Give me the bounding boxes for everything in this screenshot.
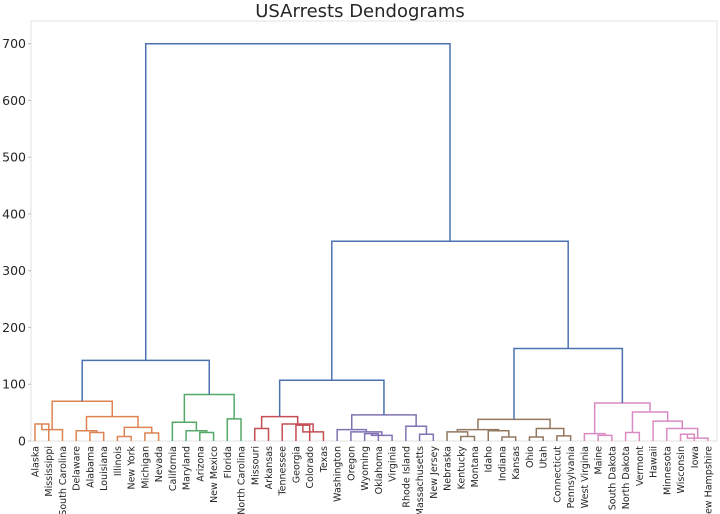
y-tick-label: 400 <box>2 206 26 221</box>
y-tick-label: 600 <box>2 93 26 108</box>
leaf-label: Texas <box>319 446 330 473</box>
dendrogram-link-brown <box>487 430 510 441</box>
leaf-label: Vermont <box>635 446 646 486</box>
leaf-label: Oklahoma <box>374 446 385 494</box>
dendrogram-link-red <box>254 427 270 441</box>
leaf-label: Hawaii <box>649 446 660 478</box>
dendrogram-link-brown <box>446 431 469 441</box>
leaf-label: Delaware <box>72 446 83 491</box>
dendrogram-link-green <box>226 418 242 441</box>
y-tick-label: 100 <box>2 377 26 392</box>
leaf-label: Indiana <box>497 446 508 481</box>
dendrogram-link-red <box>302 425 325 441</box>
leaf-label: New Mexico <box>209 446 220 503</box>
leaf-label: Illinois <box>113 446 124 476</box>
leaf-label: New Jersey <box>429 446 440 499</box>
leaf-label: Alaska <box>31 446 42 477</box>
leaf-label: Tennessee <box>278 446 289 497</box>
leaf-label: New Hampshire <box>704 446 715 514</box>
dendrogram-link-red <box>295 424 311 441</box>
leaf-label: Alabama <box>85 446 96 488</box>
leaf-label: Idaho <box>484 446 495 473</box>
leaf-label: Arkansas <box>264 446 275 489</box>
leaf-label: South Dakota <box>607 446 618 510</box>
leaf-label: Louisiana <box>99 446 110 491</box>
dendrogram-link-red <box>281 423 314 441</box>
leaf-label: Oregon <box>346 446 357 481</box>
leaf-label: Massachusetts <box>415 446 426 514</box>
dendrogram-link-pink <box>583 432 606 441</box>
leaf-label: Kentucky <box>456 446 467 490</box>
leaf-label: West Virginia <box>580 446 591 508</box>
dendrogram-link-orange <box>75 430 98 441</box>
leaf-label: Wyoming <box>360 446 371 491</box>
dendrogram-link-brown <box>456 428 500 432</box>
leaf-label: North Carolina <box>237 446 248 514</box>
leaf-label: Mississippi <box>44 446 55 497</box>
leaf-label: Georgia <box>291 446 302 483</box>
leaf-label: Florida <box>223 446 234 478</box>
leaf-label: Utah <box>539 446 550 469</box>
leaf-label: Rhode Island <box>401 446 412 508</box>
y-tick-label: 300 <box>2 263 26 278</box>
y-tick-label: 700 <box>2 36 26 51</box>
leaf-label: Virginia <box>388 446 399 482</box>
leaf-label: South Carolina <box>58 446 69 514</box>
leaf-label: Nevada <box>154 446 165 482</box>
leaf-label: New York <box>127 446 138 490</box>
leaf-label: Pennsylvania <box>566 446 577 508</box>
y-tick-label: 0 <box>18 434 26 449</box>
dendrogram-link-purple <box>351 414 417 430</box>
dendrogram-link-purple <box>350 431 383 441</box>
dendrogram-link-green <box>185 430 208 441</box>
dendrogram-link-brown <box>535 427 565 438</box>
dendrogram-link-pink <box>593 402 651 434</box>
dendrogram-link-orange <box>41 423 64 441</box>
leaf-label: Minnesota <box>662 446 673 495</box>
y-axis: 0 100 200 300 400 500 600 700 <box>2 36 31 449</box>
leaf-label: Colorado <box>305 446 316 489</box>
leaf-label: Wisconsin <box>676 446 687 493</box>
leaf-labels: Alaska Mississippi South Carolina Delaware A… <box>31 446 715 514</box>
leaf-label: Iowa <box>690 446 701 468</box>
leaf-label: Kansas <box>511 446 522 480</box>
dendrogram-link-pink <box>666 427 699 441</box>
leaf-label: Missouri <box>250 446 261 485</box>
leaf-label: Maryland <box>182 446 193 490</box>
dendrogram-link-orange <box>85 415 139 431</box>
leaf-label: Arizona <box>195 446 206 482</box>
leaf-label: Michigan <box>140 446 151 489</box>
plot-area-frame <box>30 20 718 442</box>
dendrogram-link-above_threshold <box>144 42 451 361</box>
leaf-label: Connecticut <box>552 446 563 503</box>
leaf-label: Washington <box>333 446 344 502</box>
leaf-label: Montana <box>470 446 481 487</box>
leaf-label: North Dakota <box>621 446 632 509</box>
leaf-label: California <box>168 446 179 491</box>
y-tick-label: 500 <box>2 150 26 165</box>
leaf-label: Maine <box>594 446 605 475</box>
dendrogram-link-red <box>260 415 299 429</box>
dendrogram-links <box>34 42 709 441</box>
dendrogram-link-purple <box>336 428 368 441</box>
dendrogram-link-brown <box>556 435 572 441</box>
chart-title: USArrests Dendograms <box>255 1 465 22</box>
y-tick-label: 200 <box>2 320 26 335</box>
leaf-label: Ohio <box>525 446 536 468</box>
leaf-label: Nebraska <box>443 446 454 491</box>
